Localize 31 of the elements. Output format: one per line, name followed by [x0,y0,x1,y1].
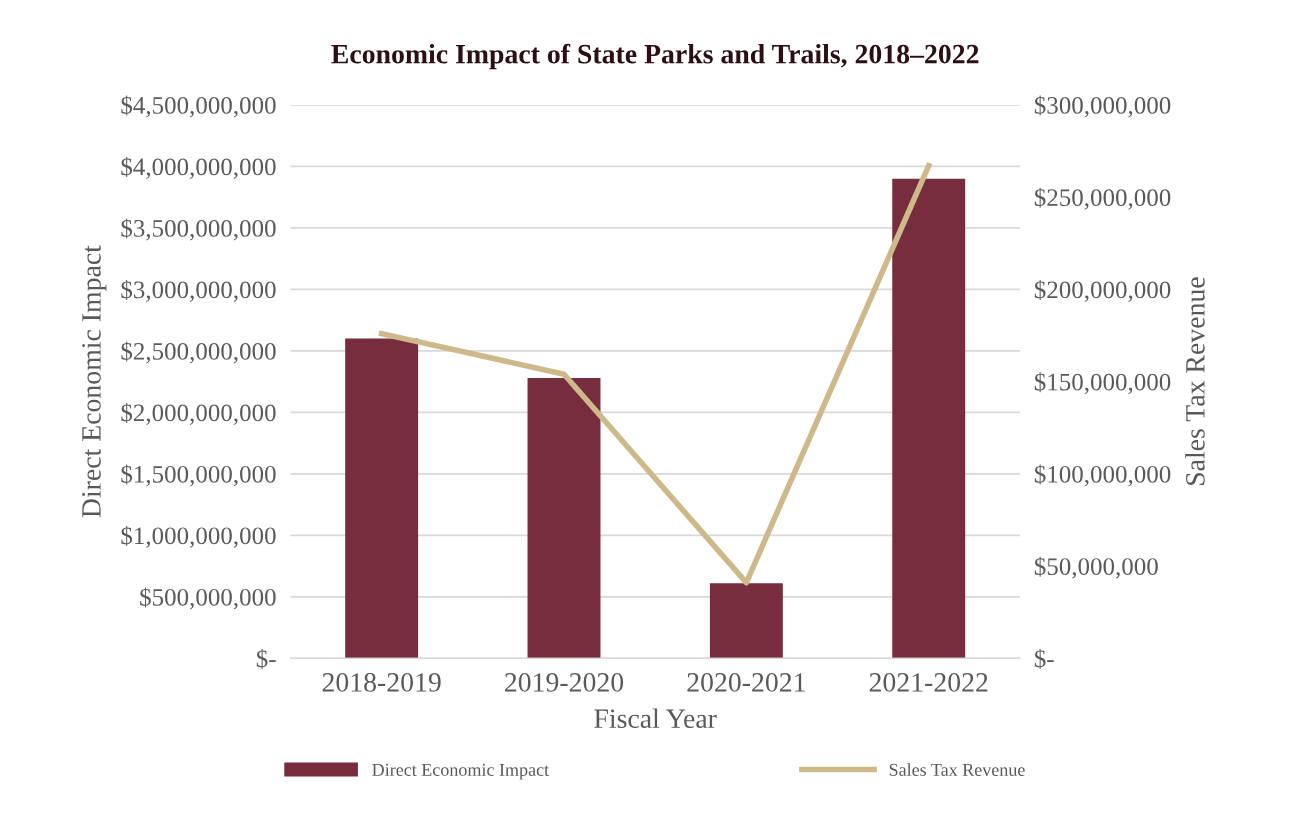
y2-tick-label: $50,000,000 [1034,556,1158,579]
x-tick-label: 2019-2020 [505,673,624,692]
y-tick-label: $1,500,000,000 [121,464,276,487]
x-tick-label: 2020-2021 [687,673,805,692]
y-tick-label: $- [256,648,276,669]
y2-tick-label: $250,000,000 [1034,187,1171,210]
y2-tick-label: $200,000,000 [1034,279,1171,302]
y-tick-label: $4,000,000,000 [121,156,276,179]
bar [527,377,601,659]
y-tick-label: $2,500,000,000 [121,341,276,364]
legend-label: Sales Tax Revenue [889,763,1025,776]
y2-tick-label: $150,000,000 [1034,372,1171,395]
y2-axis-title: Sales Tax Revenue [1185,277,1205,485]
bar [345,338,419,659]
y-axis-title: Direct Economic Impact [82,245,107,518]
y-tick-label: $2,000,000,000 [121,402,276,425]
x-axis-title: Fiscal Year [594,708,717,729]
x-tick-label: 2018-2019 [322,673,441,692]
y-tick-label: $3,500,000,000 [121,218,276,241]
legend-label: Direct Economic Impact [372,763,550,780]
bar [709,583,783,659]
y2-tick-label: $- [1034,648,1054,669]
bar [892,178,966,659]
chart-title: Economic Impact of State Parks and Trails, 2018–2022 [331,43,979,70]
y-tick-label: $500,000,000 [140,587,276,610]
y2-tick-label: $300,000,000 [1034,95,1171,118]
x-tick-label: 2021-2022 [869,673,988,692]
y-tick-label: $1,000,000,000 [121,525,276,548]
y2-tick-label: $100,000,000 [1034,464,1171,487]
y-tick-label: $4,500,000,000 [121,95,276,118]
y-tick-label: $3,000,000,000 [121,279,276,302]
